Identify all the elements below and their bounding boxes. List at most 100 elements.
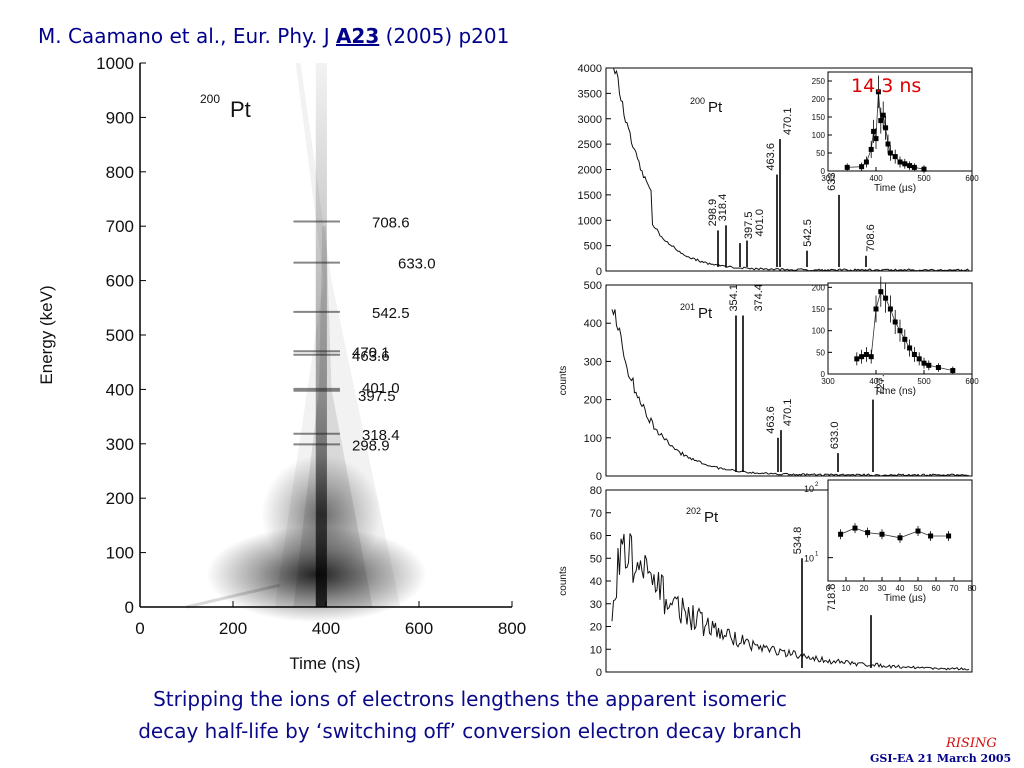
spectrum-peak-label: 633.0 bbox=[829, 422, 841, 450]
spectrum-peak-label: 298.9 bbox=[707, 199, 719, 227]
heatmap-prompt-streak bbox=[315, 63, 327, 607]
inset-y-tick-label: 50 bbox=[816, 348, 825, 357]
inset-x-axis-label: Time (ns) bbox=[874, 386, 916, 397]
rising-logo-text: RISING bbox=[946, 736, 997, 751]
heatmap-faint-band bbox=[186, 583, 280, 609]
inset-data-point bbox=[887, 306, 893, 312]
spectrum-isotope-mass: 201 bbox=[680, 302, 695, 312]
spectrum-peak-label: 708.6 bbox=[865, 224, 877, 252]
heatmap-y-axis-label: Energy (keV) bbox=[37, 285, 56, 384]
heatmap-line-label: 708.6 bbox=[372, 215, 410, 232]
inset-data-point bbox=[928, 533, 934, 539]
heatmap-line-label: 298.9 bbox=[352, 437, 390, 454]
heatmap-y-tick-label: 900 bbox=[106, 108, 134, 127]
inset-data-point bbox=[911, 352, 917, 357]
inset-data-point bbox=[871, 128, 877, 134]
heatmap-x-tick-label: 200 bbox=[219, 619, 247, 638]
inset-y-tick-label: 10 bbox=[804, 554, 814, 564]
heatmap-x-tick-label: 0 bbox=[135, 619, 144, 638]
spectrum-peak-label: 727.2 bbox=[875, 368, 887, 396]
spectrum-y-tick-label: 3000 bbox=[578, 114, 602, 126]
spectrum-y-tick-label: 2500 bbox=[578, 139, 602, 151]
spectrum-peak-label: 463.6 bbox=[765, 406, 777, 434]
reference-volume: A23 bbox=[335, 24, 380, 48]
spectrum-trace bbox=[611, 533, 970, 671]
spectrum-isotope-mass: 202 bbox=[686, 506, 701, 516]
inset-y-tick-label: 50 bbox=[816, 149, 825, 158]
heatmap-low-energy-blob bbox=[206, 526, 427, 623]
heatmap-x-axis-label: Time (ns) bbox=[289, 654, 360, 673]
heatmap-y-tick-label: 0 bbox=[125, 598, 134, 617]
inset-data-point bbox=[892, 154, 898, 160]
inset-data-point bbox=[902, 161, 908, 167]
spectrum-y-tick-label: 50 bbox=[590, 553, 602, 565]
heatmap-y-tick-label: 1000 bbox=[96, 54, 134, 73]
spectrum-y-tick-label: 400 bbox=[584, 318, 602, 330]
inset-y-tick-label: 100 bbox=[812, 131, 826, 140]
inset-y-tick-label: 0 bbox=[821, 167, 826, 176]
inset-data-point bbox=[902, 336, 908, 342]
inset-data-point bbox=[844, 164, 850, 170]
heatmap-isotope-mass: 200 bbox=[200, 92, 220, 106]
inset-data-point bbox=[926, 362, 932, 368]
spectrum-y-tick-label: 60 bbox=[590, 531, 602, 543]
inset-data-point bbox=[883, 295, 889, 301]
inset-y-tick-exponent: 1 bbox=[815, 552, 819, 558]
spectrum-y-tick-label: 80 bbox=[590, 485, 602, 497]
inset-data-point bbox=[863, 159, 869, 165]
spectrum-200pt: 05001000150020002500300035004000298.9318… bbox=[578, 63, 980, 278]
inset-data-point bbox=[873, 136, 879, 142]
inset-data-point bbox=[885, 141, 891, 147]
reference-authors: M. Caamano et al., Eur. Phy. J bbox=[38, 24, 336, 48]
spectrum-y-axis-label: counts bbox=[558, 366, 569, 395]
spectrum-y-tick-label: 0 bbox=[596, 667, 602, 679]
spectrum-y-tick-label: 40 bbox=[590, 576, 602, 588]
heatmap-line-label: 401.0 bbox=[362, 380, 400, 397]
footer-date: GSI-EA 21 March 2005 bbox=[870, 752, 1012, 765]
inset-frame bbox=[827, 479, 973, 582]
spectrum-peak-label: 470.1 bbox=[782, 108, 794, 136]
halflife-label: 14.3 ns bbox=[851, 75, 921, 97]
heatmap-y-tick-label: 800 bbox=[106, 163, 134, 182]
spectrum-y-tick-label: 1000 bbox=[578, 215, 602, 227]
heatmap-line-label: 318.4 bbox=[362, 427, 400, 444]
inset-data-point bbox=[897, 535, 903, 541]
spectrum-peak-label: 397.5 bbox=[743, 212, 755, 240]
spectrum-frame bbox=[605, 284, 973, 477]
spectrum-y-axis-label: counts bbox=[558, 566, 569, 595]
spectrum-y-tick-label: 0 bbox=[596, 266, 602, 278]
inset-x-tick-label: 20 bbox=[860, 584, 869, 593]
inset-x-tick-label: 10 bbox=[842, 584, 851, 593]
heatmap-x-tick-label: 800 bbox=[498, 619, 526, 638]
spectrum-peak-label: 318.4 bbox=[717, 194, 729, 222]
spectrum-isotope-symbol: Pt bbox=[708, 99, 723, 116]
inset-data-point bbox=[878, 118, 884, 124]
inset-data-point bbox=[921, 166, 927, 172]
inset-data-point bbox=[907, 163, 913, 169]
heatmap-y-tick-label: 600 bbox=[106, 272, 134, 291]
spectrum-y-tick-label: 1500 bbox=[578, 190, 602, 202]
heatmap-line-label: 397.5 bbox=[358, 388, 396, 405]
spectrum-y-tick-label: 4000 bbox=[578, 63, 602, 75]
heatmap-y-tick-label: 200 bbox=[106, 489, 134, 508]
heatmap-line-label: 633.0 bbox=[398, 256, 436, 273]
inset-data-point bbox=[868, 354, 874, 360]
inset-data-point bbox=[915, 528, 921, 534]
inset-data-point bbox=[875, 89, 881, 95]
inset-data-point bbox=[865, 530, 871, 536]
inset-data-point bbox=[916, 356, 922, 362]
inset-data-point bbox=[921, 360, 927, 366]
inset-y-tick-label: 150 bbox=[812, 305, 826, 314]
inset-x-tick-label: 500 bbox=[917, 377, 931, 386]
spectrum-trace bbox=[612, 67, 970, 272]
spectrum-isotope-mass: 200 bbox=[690, 96, 705, 106]
inset-x-tick-label: 600 bbox=[965, 377, 979, 386]
inset-data-point bbox=[911, 164, 917, 170]
inset-data-point bbox=[863, 352, 869, 357]
inset-x-tick-label: 500 bbox=[917, 174, 931, 183]
spectrum-y-tick-label: 30 bbox=[590, 599, 602, 611]
inset-data-point bbox=[859, 164, 865, 170]
spectrum-y-tick-label: 500 bbox=[584, 280, 602, 292]
spectrum-y-tick-label: 300 bbox=[584, 356, 602, 368]
